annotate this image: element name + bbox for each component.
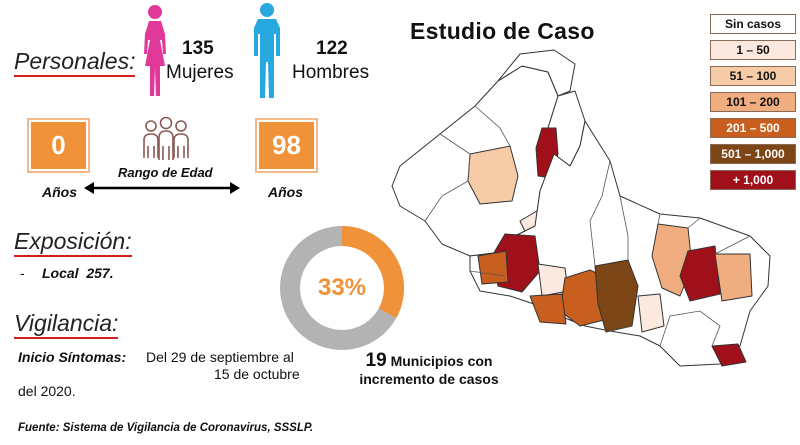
legend-item: + 1,000 (710, 170, 796, 190)
female-figure-icon (144, 5, 166, 96)
exposicion-heading: Exposición: (14, 228, 132, 257)
onset-line3: del 2020. (18, 383, 76, 399)
male-figure-icon (254, 3, 280, 98)
donut-chart (280, 226, 404, 350)
region-north-tip (497, 49, 576, 97)
onset-label: Inicio Síntomas: (18, 349, 127, 365)
region-south-tip (711, 343, 747, 367)
donut-caption-number: 19 (365, 350, 387, 371)
legend-item: 501 – 1,000 (710, 144, 796, 164)
people-group-icon (143, 116, 189, 160)
donut-caption: 19 Municipios con incremento de casos (344, 350, 514, 388)
legend-item: Sin casos (710, 14, 796, 34)
region-west-1 (467, 145, 519, 205)
legend-item: 201 – 500 (710, 118, 796, 138)
onset-line2: 15 de octubre (214, 366, 300, 382)
men-count: 122 (316, 38, 348, 59)
age-min-unit: Años (42, 184, 77, 200)
legend-item: 51 – 100 (710, 66, 796, 86)
exposicion-item: Local 257. (42, 265, 114, 281)
legend-item: 101 – 200 (710, 92, 796, 112)
donut-caption-line1: Municipios con (390, 353, 493, 369)
age-max-box: 98 (257, 120, 316, 171)
exposicion-bullet: - (20, 265, 25, 281)
age-min-box: 0 (29, 120, 88, 171)
source-note: Fuente: Sistema de Vigilancia de Coronav… (18, 422, 314, 434)
choropleth-map (391, 49, 771, 367)
vigilancia-heading: Vigilancia: (14, 310, 119, 339)
age-range-label: Rango de Edad (118, 165, 213, 180)
map-title: Estudio de Caso (410, 18, 595, 44)
region-south-west (529, 293, 567, 325)
region-south-center (637, 293, 665, 333)
donut-caption-line2: incremento de casos (359, 371, 499, 387)
region-east-2 (714, 253, 753, 302)
personales-heading: Personales: (14, 48, 136, 77)
region-east-hotspot (679, 245, 721, 302)
women-count: 135 (182, 38, 214, 59)
donut-fill (341, 226, 404, 318)
age-max-unit: Años (268, 184, 303, 200)
donut-value: 33% (317, 274, 367, 301)
double-arrow-icon (84, 182, 240, 194)
legend-item: 1 – 50 (710, 40, 796, 60)
women-label: Mujeres (166, 62, 234, 83)
men-label: Hombres (292, 62, 370, 83)
region-center-west (477, 250, 509, 285)
onset-line1: Del 29 de septiembre al (146, 349, 294, 365)
